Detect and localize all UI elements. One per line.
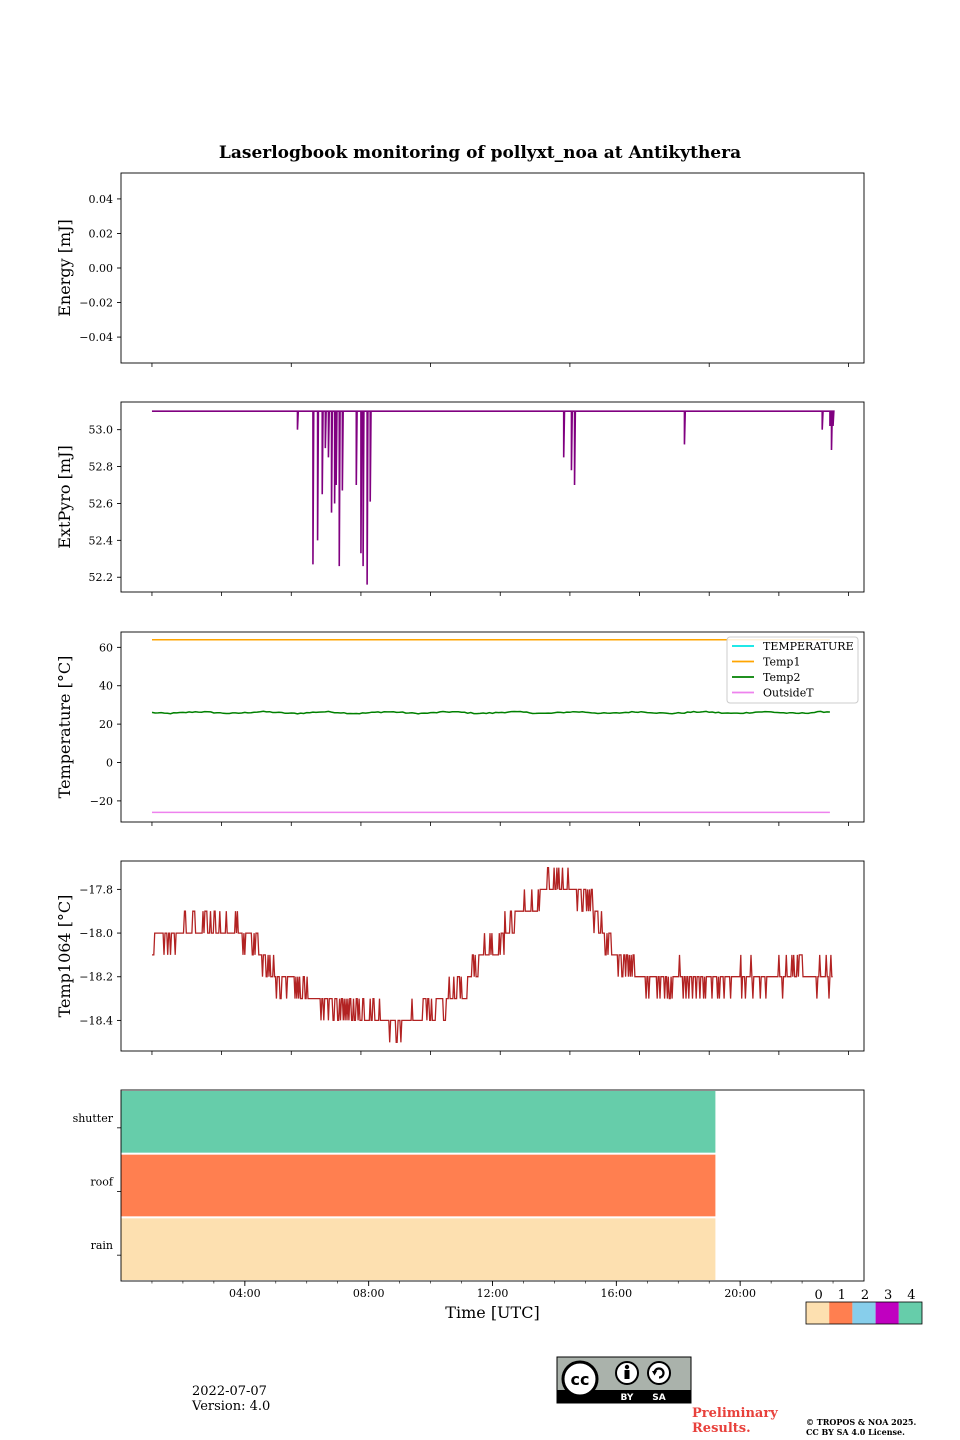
status-xtick-label: 16:00 xyxy=(600,1287,632,1300)
extpyro-ylabel: ExtPyro [mJ] xyxy=(55,445,74,548)
temperature-ytick-label: 40 xyxy=(99,680,113,693)
temp1064-ylabel: Temp1064 [°C] xyxy=(55,895,74,1018)
energy-ytick-label: −0.02 xyxy=(79,297,113,310)
legend-label: Temp1 xyxy=(763,656,800,669)
extpyro-ytick-label: 53.0 xyxy=(89,424,114,437)
colorbar-label-4: 4 xyxy=(907,1288,915,1303)
status-xtick-label: 12:00 xyxy=(477,1287,509,1300)
temp1064-ytick-label: −18.4 xyxy=(79,1014,113,1027)
temperature-ytick-label: −20 xyxy=(90,795,113,808)
preliminary-line-2: Results. xyxy=(692,1421,751,1436)
chart-title: Laserlogbook monitoring of pollyxt_noa a… xyxy=(219,143,741,163)
temp1064-ytick-label: −18.2 xyxy=(79,971,113,984)
status-ytick-label-shutter: shutter xyxy=(73,1112,114,1125)
status-xtick-label: 20:00 xyxy=(724,1287,756,1300)
svg-text:cc: cc xyxy=(571,1370,590,1389)
date-label: 2022-07-07 xyxy=(192,1384,267,1399)
cc-by-sa-license-badge: cc BY SA xyxy=(556,1356,692,1404)
colorbar-label-0: 0 xyxy=(814,1288,822,1303)
legend-label: TEMPERATURE xyxy=(763,640,854,653)
share-alike-icon xyxy=(647,1361,671,1385)
temp1064-frame xyxy=(120,860,865,1052)
temp1064-ytick-label: −17.8 xyxy=(79,883,113,896)
temp1064-ytick-label: −18.0 xyxy=(79,927,113,940)
temperature-ytick-label: 20 xyxy=(99,718,113,731)
copyright-line-2: CC BY SA 4.0 License. xyxy=(806,1427,905,1437)
status-band-roof xyxy=(121,1154,716,1217)
copyright-line-1: © TROPOS & NOA 2025. xyxy=(806,1417,917,1427)
preliminary-line-1: Preliminary xyxy=(692,1406,778,1421)
extpyro-panel: 53.0 52.8 52.6 52.4 52.2 ExtPyro [mJ] xyxy=(55,401,865,596)
status-band-shutter xyxy=(121,1091,716,1153)
temperature-legend: TEMPERATURE Temp1 Temp2 OutsideT xyxy=(726,636,859,704)
colorbar-swatch-0 xyxy=(806,1302,830,1324)
extpyro-ytick-label: 52.6 xyxy=(89,497,114,510)
colorbar-label-1: 1 xyxy=(838,1288,846,1303)
energy-ytick-label: 0.02 xyxy=(89,227,114,240)
temp1064-panel: −17.8 −18.0 −18.2 −18.4 Temp1064 [°C] xyxy=(55,860,865,1055)
badge-sa-label: SA xyxy=(652,1393,665,1403)
preliminary-results-note: Preliminary Results. xyxy=(692,1406,778,1436)
colorbar-swatch-2 xyxy=(852,1302,876,1324)
badge-by-label: BY xyxy=(621,1393,634,1403)
legend-label: OutsideT xyxy=(763,687,814,700)
temperature-ylabel: Temperature [°C] xyxy=(55,656,74,799)
status-panel: rain roof shutter 04:00 08:00 12:00 16:00 20:00… xyxy=(73,1089,865,1322)
status-xtick-label: 04:00 xyxy=(229,1287,261,1300)
colorbar-swatch-4 xyxy=(898,1302,922,1324)
version-label: Version: 4.0 xyxy=(192,1399,271,1414)
energy-ytick-label: 0.00 xyxy=(89,262,114,275)
colorbar-label-3: 3 xyxy=(884,1288,892,1303)
temperature-series-temp2 xyxy=(151,710,830,715)
extpyro-ytick-label: 52.8 xyxy=(89,461,114,474)
extpyro-series-line xyxy=(151,410,835,585)
legend-label: Temp2 xyxy=(763,671,800,684)
colorbar-frame xyxy=(805,1301,923,1325)
status-ytick-label-roof: roof xyxy=(90,1176,114,1189)
status-ytick-label-rain: rain xyxy=(91,1239,113,1252)
cc-icon xyxy=(561,1360,599,1398)
date-version-block: 2022-07-07 Version: 4.0 xyxy=(192,1384,270,1414)
energy-ytick-label: −0.04 xyxy=(79,331,113,344)
energy-panel: 0.04 0.02 0.00 −0.02 −0.04 Energy [mJ] xyxy=(55,172,865,367)
temp1064-series-line xyxy=(152,866,833,1043)
temperature-panel: 60 40 20 0 −20 Temperature [°C] TEMPERATURE Tem… xyxy=(55,631,865,826)
extpyro-ytick-label: 52.2 xyxy=(89,571,114,584)
extpyro-ytick-label: 52.4 xyxy=(89,534,114,547)
colorbar-swatch-1 xyxy=(829,1302,853,1324)
status-xlabel: Time [UTC] xyxy=(445,1303,539,1322)
energy-frame xyxy=(120,172,865,364)
energy-ytick-label: 0.04 xyxy=(89,193,114,206)
extpyro-frame xyxy=(120,401,865,593)
temperature-frame xyxy=(120,631,865,823)
colorbar-label-2: 2 xyxy=(861,1288,869,1303)
copyright-note: © TROPOS & NOA 2025. CC BY SA 4.0 Licens… xyxy=(806,1417,916,1437)
temperature-ytick-label: 0 xyxy=(106,757,113,770)
status-band-rain xyxy=(121,1218,716,1280)
temperature-ytick-label: 60 xyxy=(99,641,113,654)
energy-ylabel: Energy [mJ] xyxy=(55,219,74,317)
status-xtick-label: 08:00 xyxy=(353,1287,385,1300)
colorbar-swatch-3 xyxy=(875,1302,899,1324)
